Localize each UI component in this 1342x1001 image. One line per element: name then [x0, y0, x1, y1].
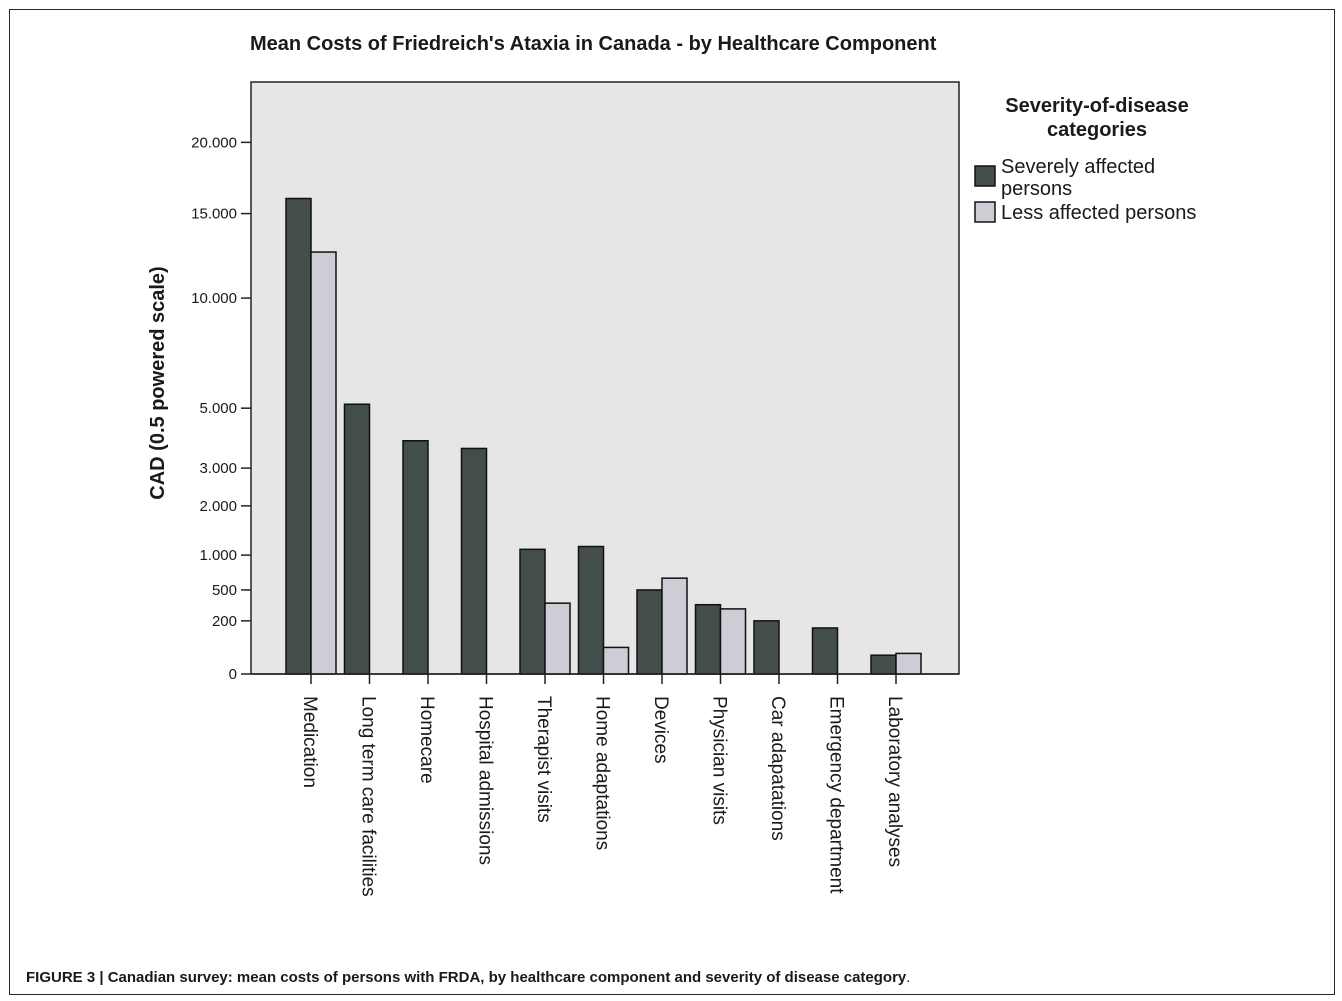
figure-frame: [9, 9, 1335, 995]
bar-less-10: [895, 652, 922, 675]
x-tick-label: Medication: [299, 696, 320, 788]
bar-less-7: [719, 608, 747, 675]
y-axis-label: CAD (0.5 powered scale): [147, 266, 169, 499]
y-tick-label: 20.000: [191, 134, 237, 151]
y-tick-label: 200: [212, 613, 237, 630]
bar-less-6: [661, 577, 688, 675]
y-tick-label: 2.000: [199, 498, 237, 515]
legend: Severity-of-disease categories Severely …: [974, 95, 1196, 224]
bar-less-0: [310, 251, 337, 675]
caption-text: FIGURE 3 | Canadian survey: mean costs o…: [26, 969, 907, 986]
bar-severe-3: [460, 447, 488, 675]
figure-caption: FIGURE 3 | Canadian survey: mean costs o…: [26, 969, 910, 986]
y-tick-label: 10.000: [191, 290, 237, 307]
bar-severe-9: [811, 627, 839, 675]
bar-severe-10: [870, 654, 897, 675]
x-tick-label: Devices: [650, 696, 671, 764]
x-tick-label: Home adaptations: [592, 696, 613, 850]
y-tick-label: 3.000: [199, 460, 237, 477]
legend-title-line-1: Severity-of-disease: [1005, 95, 1188, 117]
x-tick-label: Laboratory analyses: [884, 696, 905, 867]
bar-severe-5: [577, 545, 605, 675]
legend-title-line-2: categories: [1047, 119, 1147, 141]
chart-title: Mean Costs of Friedreich's Ataxia in Can…: [250, 33, 937, 55]
y-tick-label: 5.000: [199, 400, 237, 417]
x-axis-labels: Medication Long term care facilities Homec…: [299, 674, 905, 897]
x-tick-label: Homecare: [416, 696, 437, 784]
y-tick-label: 1.000: [199, 547, 237, 564]
bar-severe-4: [519, 548, 546, 675]
bar-severe-0: [285, 197, 312, 675]
x-tick-label: Physician visits: [709, 696, 730, 825]
y-tick-label: 15.000: [191, 206, 237, 223]
x-tick-label: Therapist visits: [533, 696, 554, 823]
bar-severe-8: [753, 620, 780, 675]
legend-swatch-severe: [974, 165, 996, 187]
bar-severe-1: [343, 403, 371, 675]
legend-label-severe: Severely affected persons: [1001, 156, 1155, 200]
x-tick-label: Hospital admissions: [475, 696, 496, 865]
bar-severe-7: [694, 603, 722, 675]
caption-period: .: [906, 969, 911, 986]
x-tick-label: Emergency department: [826, 696, 847, 894]
bar-less-5: [602, 646, 630, 675]
y-axis: 0 200 500 1.000 2.000 3.000 5.000 10.000 15.000 2…: [191, 134, 251, 683]
bar-severe-2: [402, 439, 429, 675]
y-tick-label: 500: [212, 582, 237, 599]
x-tick-label: Car adapatations: [767, 696, 788, 841]
legend-label-less: Less affected persons: [1001, 202, 1196, 224]
x-tick-label: Long term care facilities: [358, 696, 379, 897]
legend-swatch-less: [974, 201, 996, 223]
y-tick-label: 0: [229, 666, 237, 683]
bar-severe-6: [636, 589, 663, 675]
bar-less-4: [544, 602, 571, 675]
